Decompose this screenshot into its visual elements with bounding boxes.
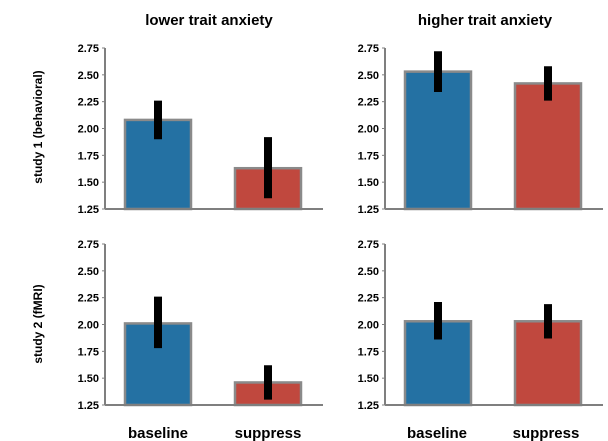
row-title-study2: study 2 (fMRI) [31, 284, 45, 363]
chart-panel-1: 2.75 2.50 2.25 2.00 1.75 1.50 1.25 [78, 43, 323, 216]
y-tick-label: 1.75 [78, 346, 99, 358]
y-tick-label: 2.75 [358, 43, 379, 55]
y-tick-label: 1.75 [358, 346, 379, 358]
y-tick-label: 2.25 [78, 293, 99, 305]
panels: 2.75 2.50 2.25 2.00 1.75 1.50 1.25 2.75 2.50 2.25… [78, 43, 603, 412]
y-tick-label: 2.00 [78, 124, 99, 136]
column-title-lower: lower trait anxiety [145, 12, 273, 29]
category-label-baseline-right: baseline [407, 425, 467, 441]
y-tick-label: 2.25 [358, 293, 379, 305]
chart-panel-3: 2.75 2.50 2.25 2.00 1.75 1.50 1.25 [78, 239, 323, 412]
y-tick-label: 1.75 [358, 150, 379, 162]
y-tick-label: 2.50 [358, 266, 379, 278]
category-label-suppress-left: suppress [235, 425, 302, 441]
y-tick-label: 1.25 [78, 400, 99, 412]
category-label-baseline-left: baseline [128, 425, 188, 441]
y-tick-label: 2.50 [78, 266, 99, 278]
y-tick-label: 1.50 [78, 177, 99, 189]
y-tick-label: 2.75 [78, 43, 99, 55]
y-tick-label: 2.25 [358, 97, 379, 109]
y-tick-label: 2.75 [358, 239, 379, 251]
y-tick-label: 2.00 [358, 124, 379, 136]
y-tick-label: 1.25 [358, 204, 379, 216]
y-tick-label: 1.50 [78, 373, 99, 385]
chart-panel-4: 2.75 2.50 2.25 2.00 1.75 1.50 1.25 [358, 239, 603, 412]
y-tick-label: 2.50 [358, 70, 379, 82]
y-tick-label: 1.50 [358, 177, 379, 189]
chart-panel-2: 2.75 2.50 2.25 2.00 1.75 1.50 1.25 [358, 43, 603, 216]
bar-baseline [403, 70, 473, 211]
y-tick-label: 2.25 [78, 97, 99, 109]
y-tick-label: 2.00 [358, 320, 379, 332]
y-tick-label: 2.75 [78, 239, 99, 251]
y-tick-label: 1.75 [78, 150, 99, 162]
column-title-higher: higher trait anxiety [418, 12, 553, 29]
bar-suppress [513, 82, 583, 211]
y-tick-label: 1.25 [78, 204, 99, 216]
y-tick-label: 1.50 [358, 373, 379, 385]
row-title-study1: study 1 (behavioral) [31, 70, 45, 183]
y-tick-label: 2.50 [78, 70, 99, 82]
y-tick-label: 2.00 [78, 320, 99, 332]
category-label-suppress-right: suppress [513, 425, 580, 441]
y-tick-label: 1.25 [358, 400, 379, 412]
